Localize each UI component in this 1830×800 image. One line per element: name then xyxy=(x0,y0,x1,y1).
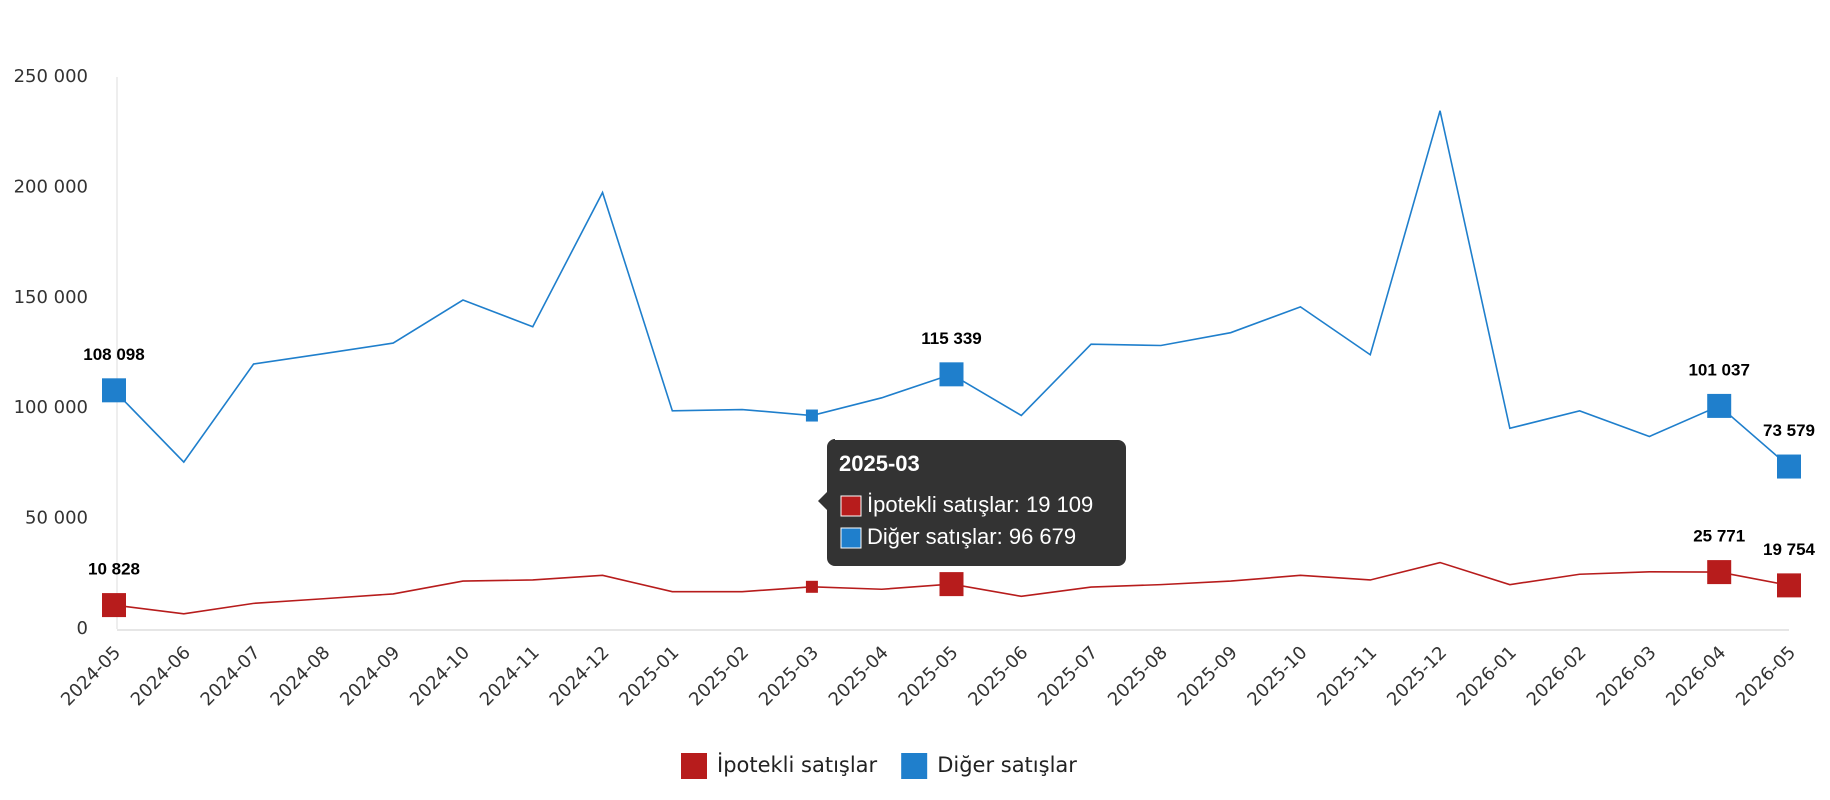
x-tick-label: 2026-02 xyxy=(1523,642,1591,710)
x-tick-label: 2024-09 xyxy=(336,642,404,710)
x-tick-label: 2025-08 xyxy=(1104,642,1172,710)
x-tick-label: 2025-01 xyxy=(615,642,683,710)
data-label: 19 754 xyxy=(1763,540,1816,559)
tooltip-entry: İpotekli satışlar: 19 109 xyxy=(867,492,1093,517)
legend-label: İpotekli satışlar xyxy=(717,752,878,777)
legend-swatch xyxy=(901,753,928,779)
x-tick-label: 2025-05 xyxy=(895,642,963,710)
tooltip-value: 19 109 xyxy=(1026,492,1093,517)
tooltip-swatch xyxy=(840,527,862,549)
x-tick-label: 2025-03 xyxy=(755,642,823,710)
x-tick-label: 2025-02 xyxy=(685,642,753,710)
tooltip-entry: Diğer satışlar: 96 679 xyxy=(867,524,1076,549)
tooltip-separator: : xyxy=(1014,492,1026,517)
x-tick-label: 2024-11 xyxy=(476,642,544,710)
point-marker xyxy=(1777,454,1801,479)
point-marker xyxy=(939,362,964,387)
y-tick-label: 0 xyxy=(77,618,88,639)
y-tick-label: 100 000 xyxy=(14,397,88,418)
series-line xyxy=(113,110,1790,468)
x-tick-label: 2025-10 xyxy=(1243,642,1311,710)
data-label: 115 339 xyxy=(921,329,982,348)
tooltip-separator: : xyxy=(997,524,1009,549)
legend-swatch xyxy=(681,753,707,779)
x-tick-label: 2024-12 xyxy=(546,642,614,710)
tooltip-value: 96 679 xyxy=(1009,524,1076,549)
x-tick-label: 2025-09 xyxy=(1174,642,1242,710)
tooltip-swatch xyxy=(840,495,862,517)
x-tick-label: 2024-07 xyxy=(197,642,265,710)
point-marker xyxy=(1777,573,1801,598)
data-label: 25 771 xyxy=(1693,527,1745,546)
tooltip-series-name: İpotekli satışlar xyxy=(867,492,1014,517)
x-tick-label: 2024-05 xyxy=(57,642,125,710)
y-tick-label: 200 000 xyxy=(14,176,88,197)
x-tick-label: 2025-04 xyxy=(825,642,893,710)
x-tick-label: 2026-01 xyxy=(1453,642,1521,710)
x-tick-label: 2024-10 xyxy=(406,642,474,710)
point-marker xyxy=(1707,393,1732,418)
point-marker xyxy=(805,580,818,593)
point-marker xyxy=(1707,560,1732,585)
x-tick-label: 2026-05 xyxy=(1732,642,1800,710)
x-tick-label: 2024-08 xyxy=(266,642,334,710)
point-marker xyxy=(102,593,126,618)
data-label: 101 037 xyxy=(1688,360,1749,379)
data-label: 108 098 xyxy=(83,345,144,364)
tooltip: 2025-03 İpotekli satışlar: 19 109 Diğer sa… xyxy=(818,439,1126,566)
point-marker xyxy=(939,572,964,597)
x-tick-label: 2024-06 xyxy=(127,642,195,710)
legend-item[interactable]: İpotekli satışlar xyxy=(681,752,878,779)
legend-label: Diğer satışlar xyxy=(937,753,1077,777)
tooltip-title: 2025-03 xyxy=(839,451,920,476)
x-tick-label: 2026-04 xyxy=(1662,642,1730,710)
data-label: 73 579 xyxy=(1763,421,1815,440)
x-tick-label: 2025-06 xyxy=(964,642,1032,710)
point-marker xyxy=(805,409,818,422)
x-tick-label: 2025-07 xyxy=(1034,642,1102,710)
y-tick-label: 50 000 xyxy=(25,508,88,529)
y-tick-label: 150 000 xyxy=(14,287,88,308)
x-tick-label: 2025-12 xyxy=(1383,642,1451,710)
data-label: 10 828 xyxy=(88,560,140,579)
legend-item[interactable]: Diğer satışlar xyxy=(901,753,1077,779)
y-tick-label: 250 000 xyxy=(14,66,88,87)
x-tick-label: 2026-03 xyxy=(1592,642,1660,710)
tooltip-box xyxy=(818,439,1126,566)
x-tick-label: 2025-11 xyxy=(1313,642,1381,710)
tooltip-series-name: Diğer satışlar xyxy=(867,524,997,549)
point-marker xyxy=(102,378,126,403)
